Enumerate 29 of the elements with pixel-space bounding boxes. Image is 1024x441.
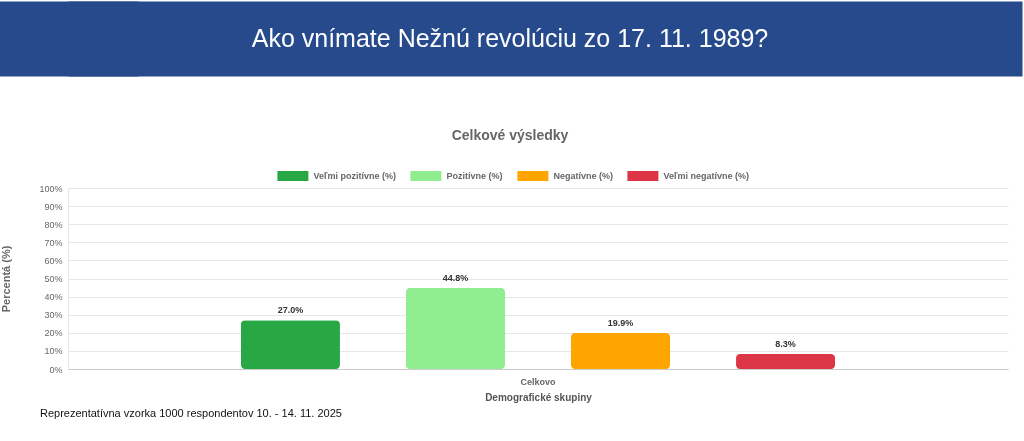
y-tick-label: 90% [44, 201, 63, 212]
bar [736, 353, 836, 369]
x-tick-label: Celkovo [520, 376, 557, 387]
x-axis-title: Demografické skupiny [485, 391, 593, 403]
bar [405, 287, 505, 369]
data-label: 19.9% [607, 317, 634, 328]
legend-label: Pozitívne (%) [446, 171, 503, 181]
legend-label: Veľmi pozitívne (%) [313, 171, 396, 181]
bar [240, 320, 340, 369]
y-tick-label: 80% [44, 219, 63, 230]
y-tick-label: 60% [44, 255, 63, 266]
chart-subtitle: Celkové výsledky [451, 127, 569, 143]
y-tick-label: 0% [49, 364, 63, 375]
y-tick-label: 70% [44, 237, 63, 248]
bar [571, 332, 671, 369]
y-tick-label: 20% [44, 328, 63, 339]
legend-label: Veľmi negatívne (%) [663, 171, 749, 181]
data-label: 8.3% [775, 338, 796, 349]
y-tick-label: 10% [44, 346, 63, 357]
y-axis-title: Percentá (%) [0, 245, 13, 313]
text: Reprezentatívna vzorka 1000 respondentov 10. - 14. 11. 2025 [40, 407, 342, 419]
chart-title: Ako vnímate Nežnú revolúciu zo 17. 11. 1989? [251, 23, 769, 52]
y-tick-label: 50% [44, 274, 63, 284]
y-tick-label: 30% [44, 310, 63, 321]
y-tick-label: 40% [44, 292, 63, 303]
data-label: 27.0% [277, 305, 304, 316]
y-tick-label: 100% [39, 183, 63, 194]
legend-label: Negatívne (%) [553, 171, 613, 181]
data-label: 44.8% [442, 272, 469, 283]
